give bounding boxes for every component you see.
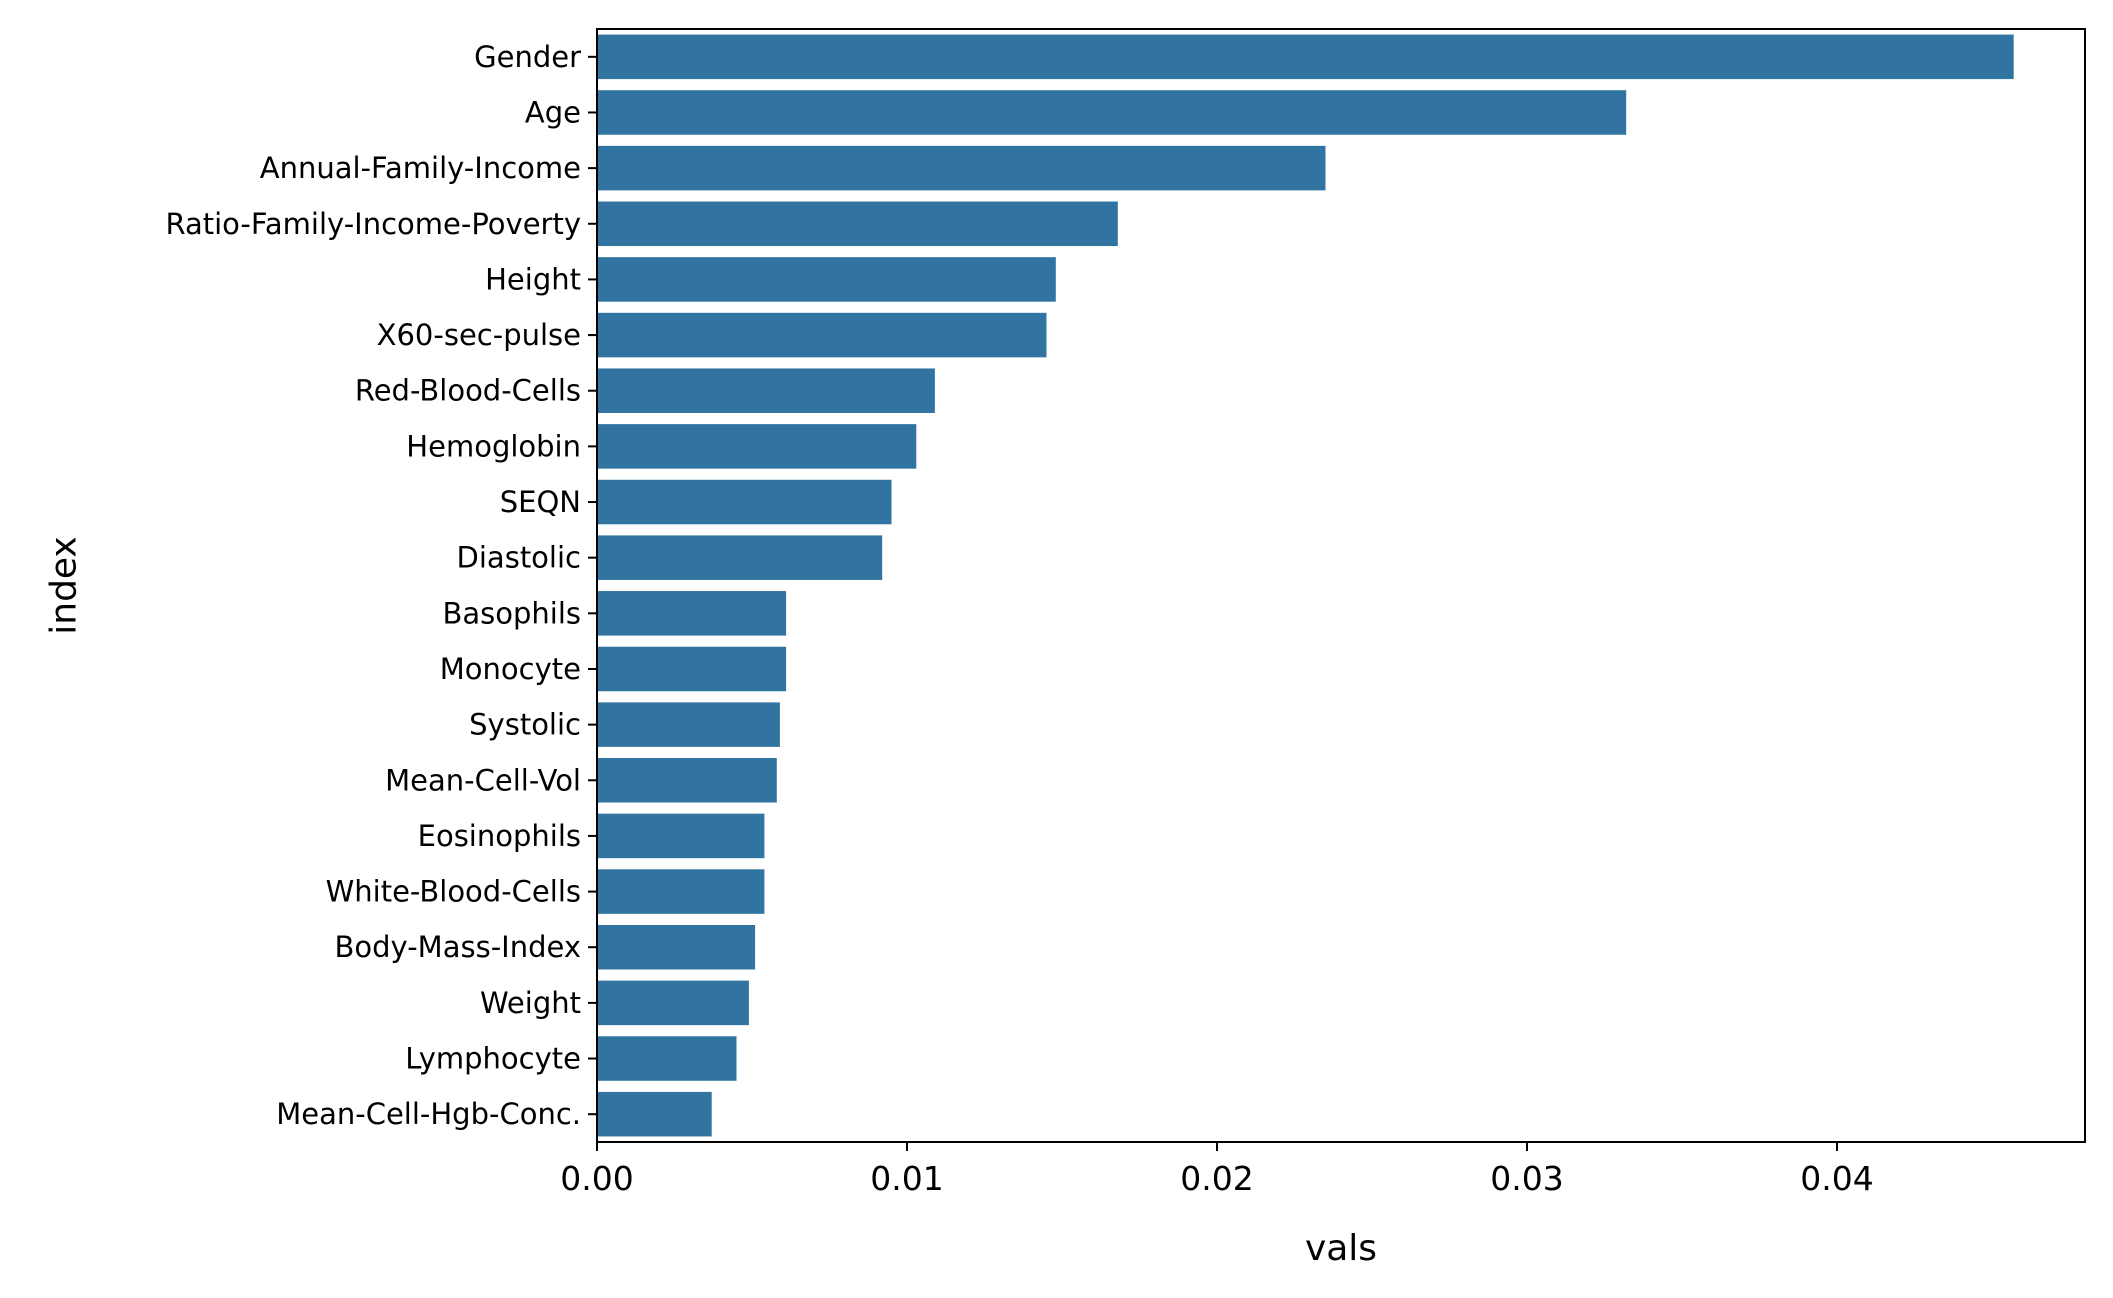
bar-height — [597, 257, 1056, 302]
bar-x60-sec-pulse — [597, 312, 1047, 358]
bar-red-blood-cells — [597, 368, 935, 413]
bar-mean-cell-vol — [597, 758, 777, 803]
category-label: Body-Mass-Index — [335, 930, 581, 964]
bar-ratio-family-income-poverty — [597, 201, 1118, 247]
bar-seqn — [597, 479, 892, 525]
x-tick-label: 0.00 — [560, 1159, 633, 1198]
category-label: Age — [525, 95, 581, 129]
bar-annual-family-income — [597, 145, 1326, 191]
bar-lymphocyte — [597, 1036, 737, 1081]
category-label: Lymphocyte — [405, 1042, 581, 1076]
x-tick-label: 0.01 — [870, 1159, 943, 1198]
category-label: Height — [485, 262, 581, 296]
category-label: Weight — [480, 986, 581, 1020]
category-label: Annual-Family-Income — [260, 151, 581, 185]
bar-basophils — [597, 591, 787, 636]
category-label: Mean-Cell-Hgb-Conc. — [276, 1097, 581, 1131]
category-label: Diastolic — [457, 541, 581, 575]
bar-systolic — [597, 702, 780, 747]
category-label: Systolic — [469, 708, 581, 742]
x-tick-label: 0.03 — [1490, 1159, 1563, 1198]
category-label: Gender — [474, 40, 581, 74]
bar-white-blood-cells — [597, 869, 765, 914]
bar-monocyte — [597, 646, 787, 692]
bar-weight — [597, 980, 749, 1026]
category-label: Hemoglobin — [406, 429, 581, 463]
category-label: Ratio-Family-Income-Poverty — [165, 207, 581, 241]
category-label: White-Blood-Cells — [326, 875, 581, 909]
bar-hemoglobin — [597, 424, 917, 469]
x-ticks: 0.00 0.01 0.02 0.03 0.04 — [560, 1142, 1874, 1198]
y-axis-title: index — [44, 536, 85, 635]
category-label: Eosinophils — [418, 819, 581, 853]
category-label: SEQN — [500, 485, 581, 519]
bar-gender — [597, 34, 2014, 80]
category-label: X60-sec-pulse — [377, 318, 581, 352]
category-label: Monocyte — [440, 652, 581, 686]
category-label: Mean-Cell-Vol — [385, 763, 581, 797]
bar-body-mass-index — [597, 924, 756, 970]
category-label: Red-Blood-Cells — [355, 374, 581, 408]
x-tick-label: 0.04 — [1800, 1159, 1873, 1198]
bar-age — [597, 90, 1627, 135]
bar-eosinophils — [597, 813, 765, 859]
category-label: Basophils — [442, 596, 581, 630]
x-axis-title: vals — [1305, 1228, 1377, 1269]
plot-frame — [596, 28, 2086, 1143]
bars-group — [597, 34, 2014, 1137]
x-tick-label: 0.02 — [1180, 1159, 1253, 1198]
bar-mean-cell-hgb-conc — [597, 1091, 712, 1137]
bar-diastolic — [597, 535, 883, 580]
category-labels: Gender Age Annual-Family-Income Ratio-Famil… — [165, 40, 597, 1131]
